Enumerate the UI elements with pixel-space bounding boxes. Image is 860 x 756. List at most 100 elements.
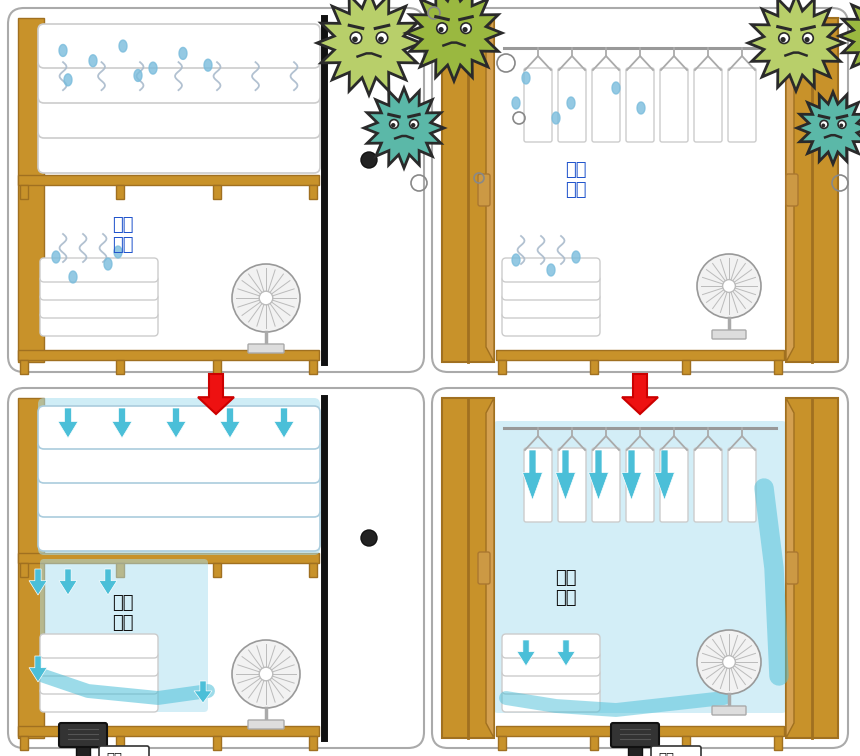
Polygon shape xyxy=(557,640,575,666)
FancyBboxPatch shape xyxy=(694,68,722,142)
Circle shape xyxy=(352,36,358,42)
Circle shape xyxy=(697,254,761,318)
FancyBboxPatch shape xyxy=(502,258,600,282)
Polygon shape xyxy=(64,74,72,86)
Bar xyxy=(442,398,494,738)
FancyBboxPatch shape xyxy=(786,174,798,206)
Circle shape xyxy=(722,280,735,293)
FancyBboxPatch shape xyxy=(712,706,746,715)
FancyBboxPatch shape xyxy=(502,312,600,336)
Polygon shape xyxy=(104,258,112,270)
Circle shape xyxy=(437,23,447,33)
FancyBboxPatch shape xyxy=(40,652,158,676)
FancyBboxPatch shape xyxy=(40,634,158,658)
Bar xyxy=(590,360,598,374)
Circle shape xyxy=(804,37,809,42)
Bar xyxy=(18,175,319,185)
Polygon shape xyxy=(622,374,658,414)
Bar xyxy=(628,735,642,756)
Polygon shape xyxy=(523,450,543,500)
Circle shape xyxy=(390,119,398,129)
FancyBboxPatch shape xyxy=(59,723,107,747)
Polygon shape xyxy=(274,408,294,438)
Bar xyxy=(442,18,494,362)
Bar xyxy=(682,360,690,374)
Polygon shape xyxy=(179,48,187,60)
FancyBboxPatch shape xyxy=(248,344,284,353)
Polygon shape xyxy=(512,254,520,266)
Polygon shape xyxy=(198,374,234,414)
Polygon shape xyxy=(786,18,794,362)
Polygon shape xyxy=(149,62,157,74)
Bar xyxy=(116,563,125,577)
Polygon shape xyxy=(59,45,67,57)
Bar xyxy=(309,563,317,577)
FancyBboxPatch shape xyxy=(502,294,600,318)
Circle shape xyxy=(259,291,273,305)
Polygon shape xyxy=(612,82,620,94)
Circle shape xyxy=(463,27,468,33)
FancyBboxPatch shape xyxy=(660,68,688,142)
Bar xyxy=(76,735,90,756)
FancyBboxPatch shape xyxy=(478,174,490,206)
FancyBboxPatch shape xyxy=(8,8,424,372)
Bar xyxy=(20,736,28,750)
Circle shape xyxy=(821,123,826,128)
Polygon shape xyxy=(99,569,117,595)
Circle shape xyxy=(697,630,761,694)
Bar xyxy=(116,185,125,199)
FancyBboxPatch shape xyxy=(38,440,320,483)
Polygon shape xyxy=(406,0,502,81)
Circle shape xyxy=(378,36,384,42)
FancyBboxPatch shape xyxy=(40,688,158,712)
Circle shape xyxy=(232,264,300,332)
FancyBboxPatch shape xyxy=(38,129,320,173)
Bar xyxy=(18,726,319,736)
Bar xyxy=(212,185,221,199)
FancyBboxPatch shape xyxy=(40,312,158,336)
FancyBboxPatch shape xyxy=(558,68,586,142)
Bar xyxy=(20,185,28,199)
Circle shape xyxy=(411,123,415,128)
Polygon shape xyxy=(166,408,186,438)
FancyBboxPatch shape xyxy=(660,448,688,522)
FancyBboxPatch shape xyxy=(40,559,208,712)
FancyBboxPatch shape xyxy=(502,634,600,658)
Polygon shape xyxy=(317,0,421,95)
Bar xyxy=(20,360,28,374)
Polygon shape xyxy=(69,271,77,283)
FancyBboxPatch shape xyxy=(40,276,158,300)
Polygon shape xyxy=(204,59,212,71)
Circle shape xyxy=(439,27,444,33)
Bar xyxy=(309,736,317,750)
Circle shape xyxy=(839,123,844,128)
Circle shape xyxy=(391,123,396,128)
FancyBboxPatch shape xyxy=(99,746,149,756)
FancyBboxPatch shape xyxy=(592,448,620,522)
Polygon shape xyxy=(112,408,132,438)
Polygon shape xyxy=(588,450,609,500)
Circle shape xyxy=(259,668,273,681)
Bar xyxy=(496,350,784,360)
Polygon shape xyxy=(839,0,860,80)
FancyBboxPatch shape xyxy=(38,474,320,517)
Polygon shape xyxy=(797,92,860,164)
Circle shape xyxy=(377,32,388,44)
Polygon shape xyxy=(194,681,212,703)
FancyBboxPatch shape xyxy=(38,398,320,555)
Text: じめ
じめ: じめ じめ xyxy=(113,216,134,254)
Circle shape xyxy=(350,32,362,44)
Circle shape xyxy=(232,640,300,708)
Polygon shape xyxy=(52,251,60,263)
FancyBboxPatch shape xyxy=(38,94,320,138)
Polygon shape xyxy=(59,569,77,595)
Bar xyxy=(18,350,319,360)
Circle shape xyxy=(820,120,828,129)
FancyBboxPatch shape xyxy=(524,448,552,522)
Bar xyxy=(116,360,125,374)
FancyBboxPatch shape xyxy=(248,720,284,729)
Bar xyxy=(309,185,317,199)
Circle shape xyxy=(778,33,789,44)
Polygon shape xyxy=(58,408,78,438)
FancyBboxPatch shape xyxy=(432,388,848,748)
